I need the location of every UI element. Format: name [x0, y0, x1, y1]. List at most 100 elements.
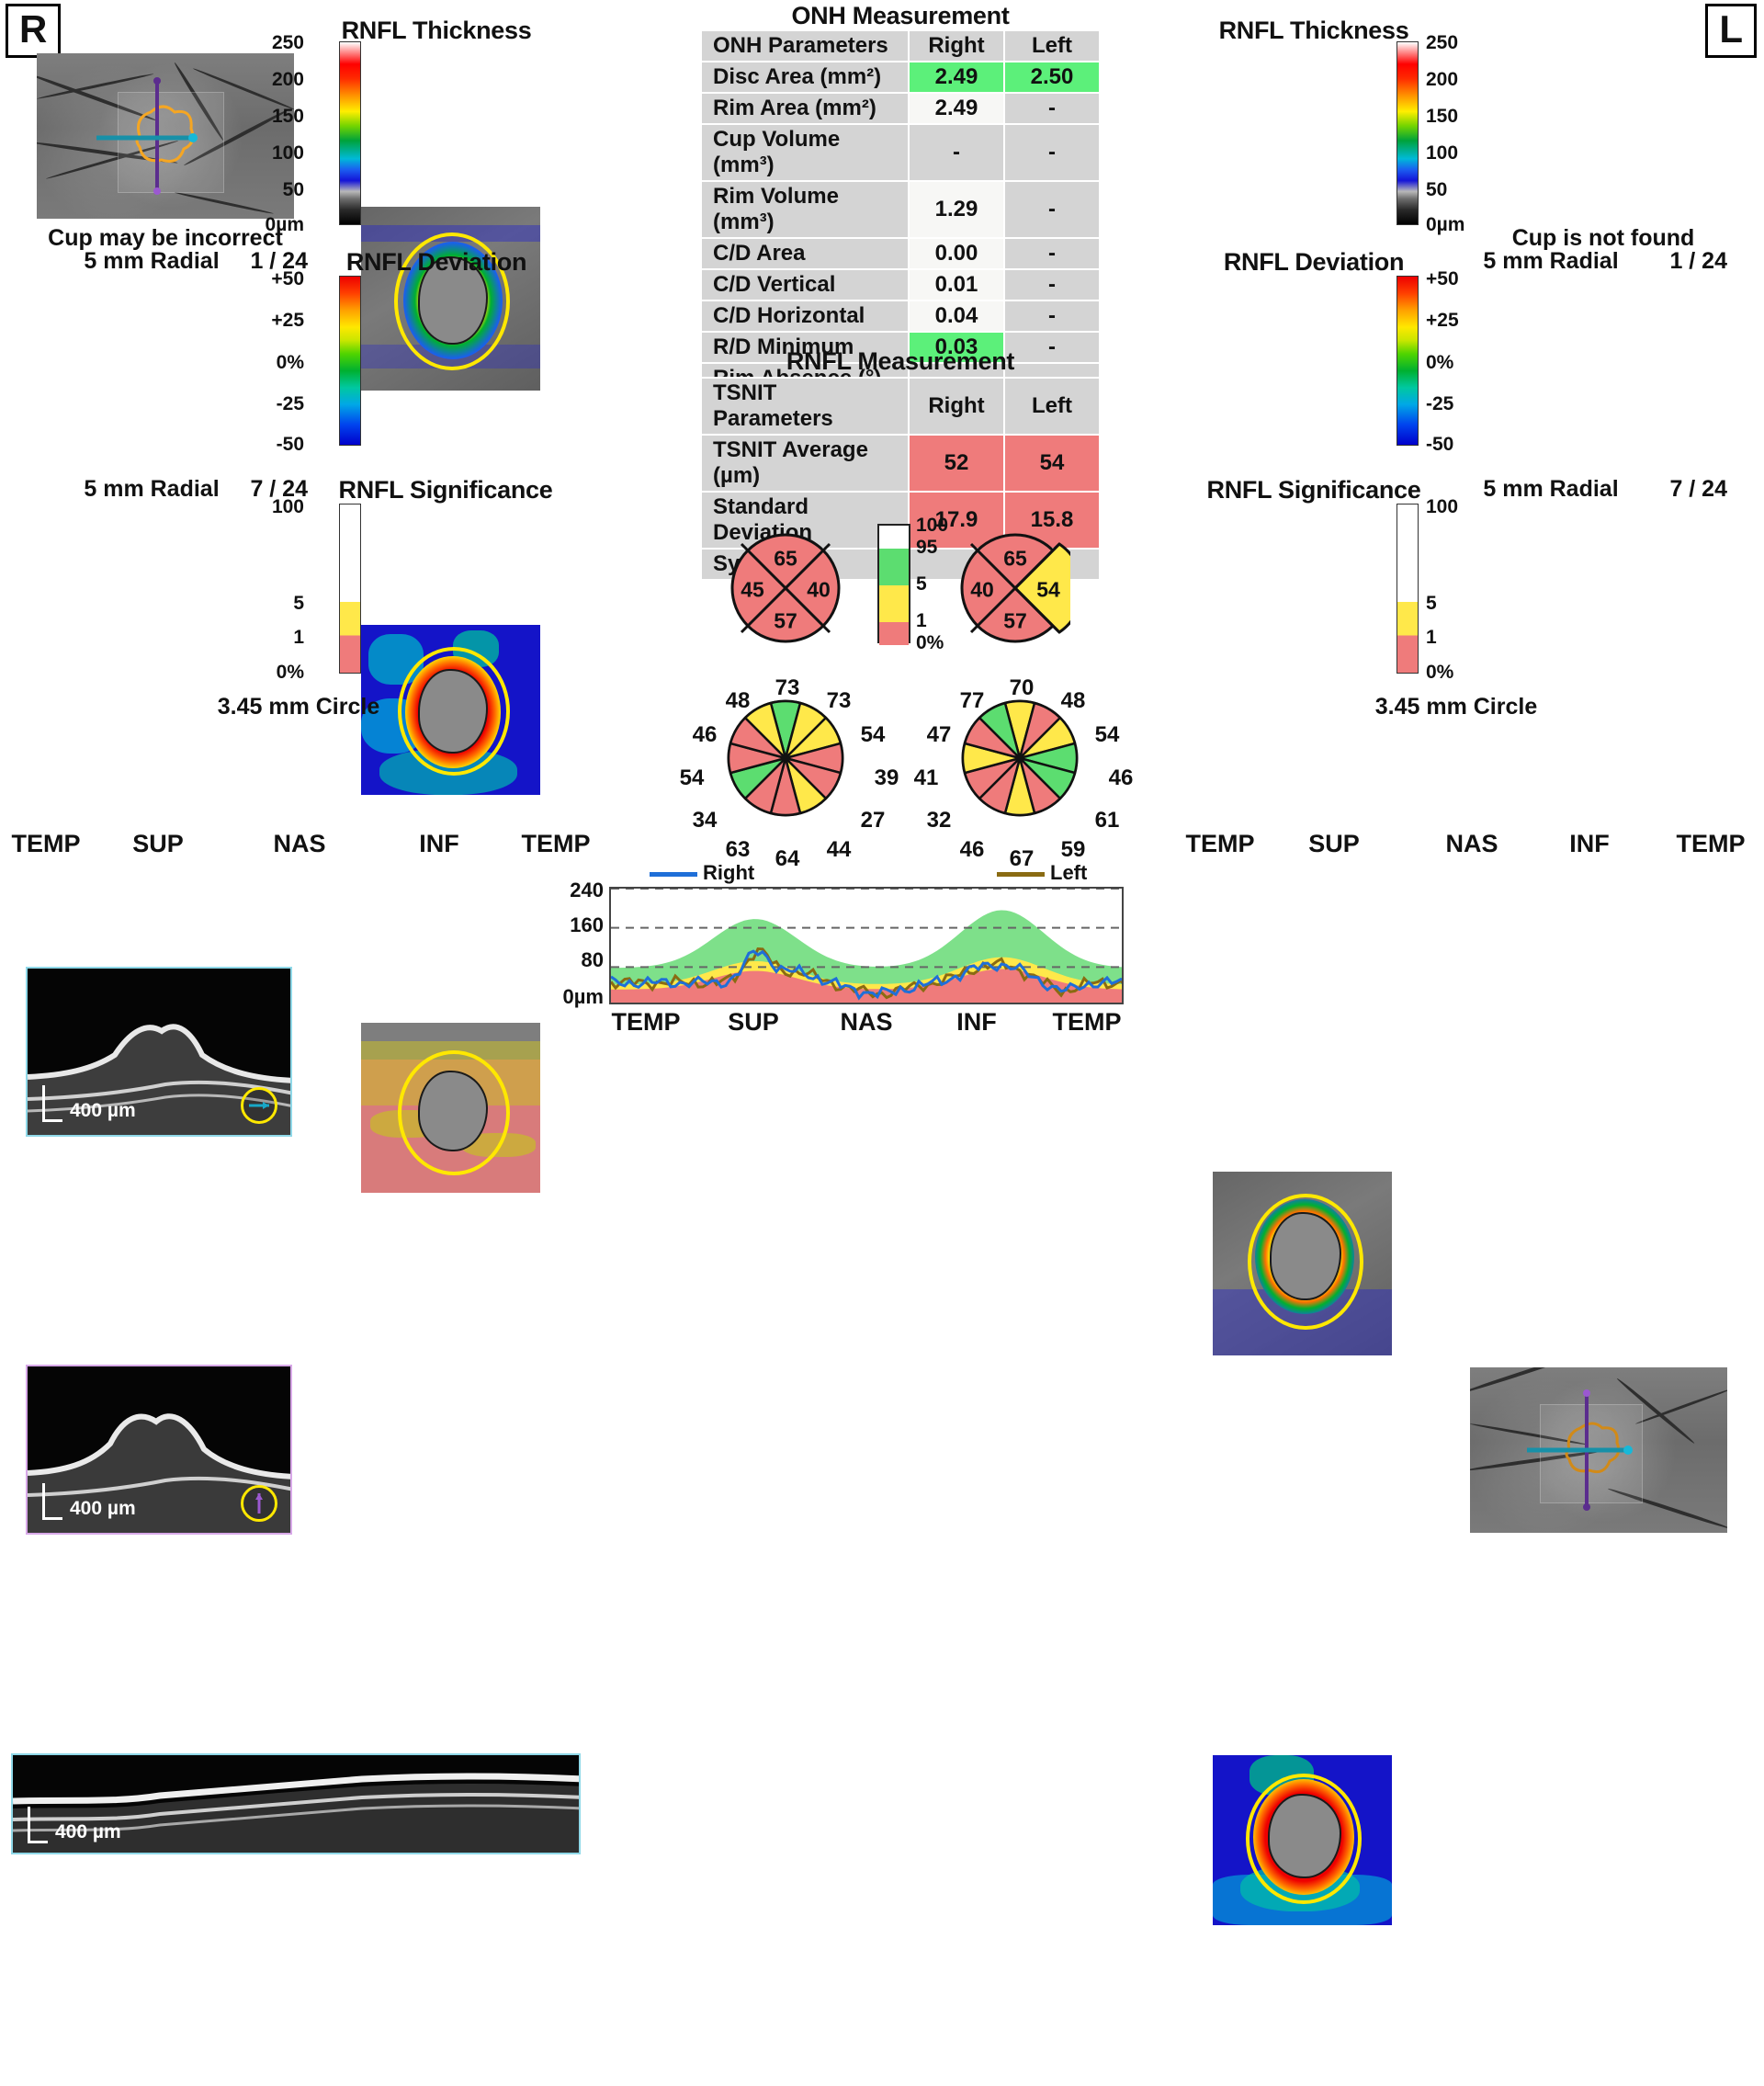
clockhour-labels-left: 70 48 54 46 61 59 67 46 32 41 47 77: [900, 675, 1144, 871]
bscan2-label-left: 5 mm Radial: [1483, 476, 1619, 502]
table-row: Disc Area (mm²) 2.49 2.50: [700, 61, 1101, 94]
tsnit-ytick-80: 80: [581, 948, 604, 971]
quadrant-value-superior: 65: [774, 546, 797, 571]
axis-label-right-nas: NAS: [273, 830, 326, 857]
quadrant-value-temporal: 54: [1036, 577, 1060, 602]
circle-scan-label-left: 3.45 mm Circle: [1374, 694, 1538, 720]
clockhour-label-6: 67: [1009, 846, 1035, 871]
clockhour-label-3: 41: [913, 765, 939, 790]
bscan1-label-right: 5 mm Radial: [84, 248, 220, 274]
clockhour-label-9: 46: [1108, 765, 1134, 790]
clockhour-label-7: 59: [1060, 837, 1086, 862]
eye-badge-right: R: [6, 4, 62, 58]
table-header-row: TSNIT Parameters Right Left: [700, 377, 1101, 436]
deviation-colorbar-left: +50 +25 0% -25 -50: [1396, 268, 1459, 455]
axis-label-left-temp2: TEMP: [1676, 830, 1746, 857]
legend-tick-1: 1: [916, 610, 927, 631]
significance-colorbar-right: 100 5 1 0%: [272, 496, 361, 683]
clockhour-label-3: 39: [874, 765, 899, 790]
rnfl-significance-map-right: [361, 1023, 540, 1193]
circle-scan-label-right: 3.45 mm Circle: [217, 694, 380, 720]
tsnit-xtick-temp1: TEMP: [611, 1008, 681, 1036]
legend-tick-0: 0%: [916, 632, 944, 653]
fundus-note-left: Cup is not found: [1511, 225, 1695, 251]
rnfl-deviation-title-right: RNFL Deviation: [345, 248, 527, 276]
table-row: Standard Deviation 17.9 15.8: [700, 491, 1101, 550]
rnfl-thickness-title-left: RNFL Thickness: [1218, 17, 1409, 44]
tsnit-xtick-inf: INF: [956, 1008, 997, 1036]
bscan1-index-left: 1 / 24: [1669, 248, 1727, 274]
scale-bar-circle-right: 400 µm: [28, 1807, 121, 1843]
clockhour-label-12: 73: [775, 675, 800, 700]
clockhour-label-2: 54: [860, 722, 886, 747]
fundus-image-left: [1470, 1367, 1727, 1533]
thickness-colorbar-left: 250 200 150 100 50 0µm: [1396, 32, 1464, 235]
quadrant-value-inferior: 57: [774, 608, 797, 633]
quadrant-value-temporal: 40: [807, 577, 831, 602]
tsnit-xtick-sup: SUP: [728, 1008, 779, 1036]
rnfl-thickness-title-right: RNFL Thickness: [341, 17, 532, 44]
clockhour-pie-right: [726, 698, 845, 818]
onh-measurement-table: ONH Parameters Right Left Disc Area (mm²…: [700, 29, 1101, 426]
tsnit-ytick-240: 240: [570, 879, 604, 901]
bscan2-index-right: 7 / 24: [250, 476, 308, 502]
scale-bar-right-1: 400 µm: [42, 1085, 136, 1122]
significance-colorbar-left: 100 5 1 0%: [1396, 496, 1458, 683]
table-row: TSNIT Average (µm) 52 54: [700, 434, 1101, 493]
legend-label-left: Left: [1050, 861, 1088, 884]
rnfl-significance-title-right: RNFL Significance: [338, 476, 553, 504]
clockhour-label-4: 27: [860, 808, 886, 833]
legend-tick-100: 100: [916, 515, 949, 536]
axis-label-right-temp1: TEMP: [11, 830, 81, 857]
quadrant-value-nasal: 45: [741, 577, 764, 602]
axis-label-left-inf: INF: [1569, 830, 1610, 857]
clockhour-label-1: 73: [826, 688, 852, 713]
legend-tick-95: 95: [916, 537, 938, 558]
clockhour-label-7: 63: [725, 837, 751, 862]
onh-measurement-title: ONH Measurement: [791, 2, 1010, 29]
clockhour-label-4: 32: [926, 808, 952, 833]
quadrant-value-superior: 65: [1003, 546, 1027, 571]
table-row: R/D Minimum 0.03-: [700, 331, 1101, 364]
axis-label-right-sup: SUP: [132, 830, 184, 857]
rnfl-thickness-map-left: [1213, 1172, 1392, 1355]
table-row: Rim Area (mm²) 2.49-: [700, 92, 1101, 125]
tsnit-chart: Right Left 240 160 80 0µm TEMP SUP NAS I…: [563, 861, 1171, 1043]
axis-label-left-temp1: TEMP: [1185, 830, 1255, 857]
legend-line-left: [997, 872, 1045, 877]
deviation-colorbar-right: +50 +25 0% -25 -50: [271, 268, 361, 455]
bscan1-index-right: 1 / 24: [250, 248, 308, 274]
rnfl-deviation-map-left: [1213, 1755, 1392, 1925]
orientation-icon-right-2: [241, 1485, 277, 1522]
bscan2-index-left: 7 / 24: [1669, 476, 1727, 502]
bscan-image-right-2: 400 µm: [26, 1365, 292, 1535]
quadrant-value-inferior: 57: [1003, 608, 1027, 633]
quadrant-pie-right: 65 45 57 40: [730, 533, 841, 643]
clockhour-label-5: 46: [959, 837, 985, 862]
clockhour-label-10: 54: [1094, 722, 1120, 747]
fundus-image-right: [37, 53, 294, 219]
table-row: C/D Area 0.00-: [700, 237, 1101, 270]
clockhour-labels-right: 73 73 54 39 27 44 64 63 34 54 46 48: [666, 675, 910, 871]
table-row: C/D Horizontal 0.04-: [700, 300, 1101, 333]
disc-outline-right: [135, 105, 195, 163]
axis-label-left-nas: NAS: [1445, 830, 1498, 857]
axis-label-right-temp2: TEMP: [521, 830, 591, 857]
clockhour-label-6: 64: [775, 846, 800, 871]
bscan-image-right-1: 400 µm: [26, 967, 292, 1137]
clockhour-pie-left: [960, 698, 1080, 818]
axis-label-right-inf: INF: [419, 830, 459, 857]
table-row: Cup Volume (mm³) - -: [700, 123, 1101, 182]
tsnit-ytick-160: 160: [570, 913, 604, 936]
legend-tick-5: 5: [916, 573, 927, 595]
legend-line-right: [650, 872, 697, 877]
clockhour-label-12: 70: [1009, 675, 1035, 700]
clockhour-label-11: 48: [725, 688, 751, 713]
circle-scan-image-right: 400 µm: [11, 1753, 581, 1854]
clockhour-label-2: 47: [926, 722, 952, 747]
rnfl-measurement-title: RNFL Measurement: [786, 347, 1015, 375]
clockhour-label-9: 54: [679, 765, 705, 790]
clockhour-label-8: 34: [692, 808, 718, 833]
table-row: C/D Vertical 0.01-: [700, 268, 1101, 301]
clockhour-label-10: 46: [692, 722, 718, 747]
